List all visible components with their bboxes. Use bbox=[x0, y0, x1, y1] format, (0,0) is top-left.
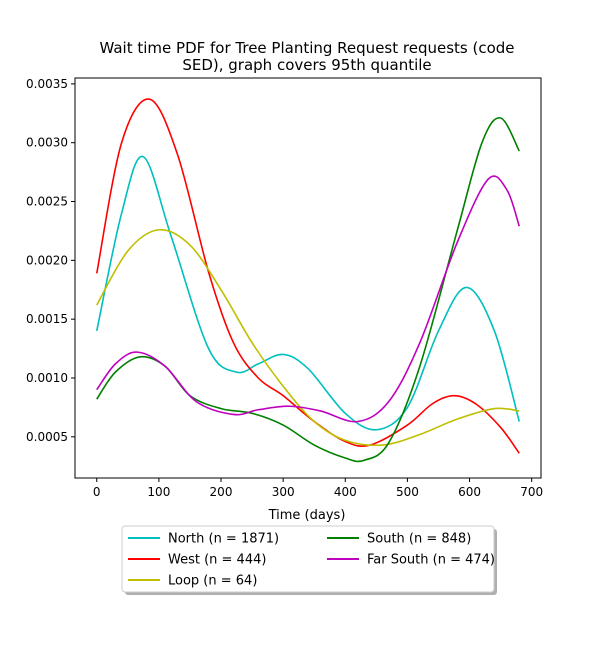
y-tick-label: 0.0030 bbox=[26, 136, 68, 150]
x-axis-label: Time (days) bbox=[268, 508, 346, 523]
legend-box bbox=[121, 525, 495, 593]
series-line-0 bbox=[95, 155, 521, 431]
legend-label-3: South (n = 848) bbox=[367, 532, 471, 547]
x-tick-label: 500 bbox=[396, 485, 419, 499]
plot-area: 0 100 200 300 400 500 600 700 0.0005 0.0010 0.0015… bbox=[26, 77, 543, 499]
x-tick-label: 100 bbox=[147, 485, 170, 499]
x-tick-label: 400 bbox=[334, 485, 357, 499]
y-tick-label: 0.0005 bbox=[26, 430, 68, 444]
series-line-1 bbox=[95, 98, 520, 454]
legend-label-2: Loop (n = 64) bbox=[168, 574, 257, 589]
y-tick-label: 0.0025 bbox=[26, 195, 68, 209]
legend-label-0: North (n = 1871) bbox=[168, 532, 279, 547]
x-tick-label: 600 bbox=[458, 485, 481, 499]
legend-label-4: Far South (n = 474) bbox=[367, 553, 495, 568]
series-line-2 bbox=[96, 228, 520, 447]
legend: North (n = 1871) West (n = 444) Loop (n = … bbox=[121, 525, 497, 595]
y-tick-label: 0.0020 bbox=[26, 253, 68, 267]
y-tick-label: 0.0035 bbox=[26, 77, 68, 91]
legend-label-1: West (n = 444) bbox=[168, 553, 266, 568]
x-tick-label: 700 bbox=[520, 485, 543, 499]
x-tick-label: 200 bbox=[210, 485, 233, 499]
y-tick-label: 0.0010 bbox=[26, 371, 68, 385]
chart-title-line-2: SED), graph covers 95th quantile bbox=[182, 56, 431, 74]
series-line-4 bbox=[96, 175, 521, 423]
x-tick-label: 0 bbox=[93, 485, 101, 499]
axes-frame bbox=[74, 77, 542, 479]
x-tick-label: 300 bbox=[272, 485, 295, 499]
chart-title-line-1: Wait time PDF for Tree Planting Request … bbox=[99, 39, 514, 57]
y-tick-label: 0.0015 bbox=[26, 312, 68, 326]
